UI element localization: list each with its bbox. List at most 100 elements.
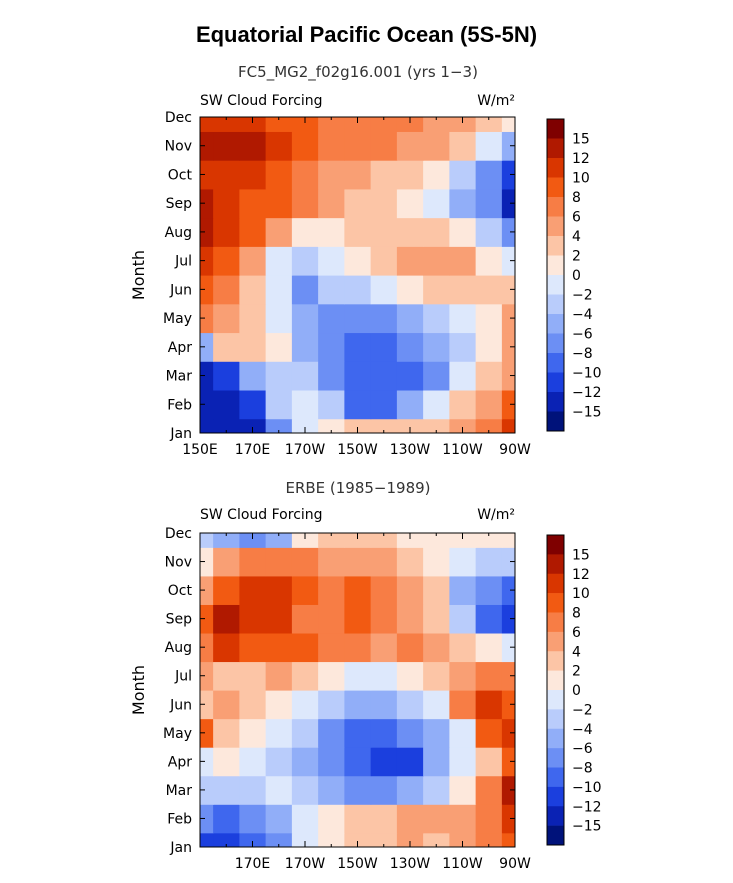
heatmap-cell [475,332,503,362]
heatmap-cell [344,361,372,391]
y-axis-label: Month [129,665,148,715]
heatmap-cell [213,217,240,247]
colorbar-frame [546,534,565,846]
y-tick-label: Jul [174,669,192,685]
heatmap-cell [318,217,345,247]
colorbar-label: −8 [572,761,593,777]
y-ticks: Jan Feb Mar Apr May Jun Jul Aug Sep Oct Nov Dec [163,110,515,442]
y-tick-label: Jul [174,254,192,270]
heatmap-cell [449,690,477,720]
heatmap-cell [501,775,515,805]
heatmap-cell [291,804,319,834]
heatmap-cell [396,690,424,720]
main-title: Equatorial Pacific Ocean (5S-5N) [195,22,538,47]
y-tick-label: May [163,311,192,327]
heatmap-cell [239,160,267,190]
heatmap-cell [200,718,214,748]
heatmap-cell [475,747,503,777]
heatmap-cell [291,246,319,276]
heatmap-cell [239,804,267,834]
heatmap-cell [423,718,450,748]
heatmap-cell [423,690,450,720]
x-tick-label: 130W [390,442,431,458]
heatmap-cell [213,131,240,161]
heatmap-cell [501,217,515,247]
heatmap-cell [344,332,372,362]
heatmap-cell [239,361,267,391]
heatmap-cell [344,575,372,605]
heatmap-cell [213,160,240,190]
heatmap-cell [501,275,515,305]
panel-model: FC5_MG2_f02g16.001 (yrs 1−3) SW Cloud Fo… [129,63,602,458]
heatmap-cell [213,389,240,420]
y-tick-label: Apr [168,754,192,770]
colorbar-swatch [547,767,564,788]
heatmap-cell [213,188,240,219]
heatmap-cell [344,632,372,663]
heatmap-cell [344,804,372,834]
y-tick-label: Dec [165,110,192,126]
heatmap-cell [370,747,398,777]
heatmap-cell [200,690,214,720]
heatmap-cell [291,217,319,247]
heatmap-cell [475,533,503,548]
colorbar-label: −6 [572,741,593,757]
heatmap-cell [291,832,319,847]
heatmap-cell [344,418,372,433]
heatmap-cell [200,188,214,219]
heatmap-cell [200,303,214,334]
colorbar-label: −12 [572,385,602,401]
heatmap-cell [501,718,515,748]
colorbar-label: −15 [572,819,602,835]
colorbar-label: −4 [572,307,593,323]
heatmap-cell [475,275,503,305]
heatmap-cell [423,775,450,805]
heatmap-cell [213,332,240,362]
heatmap-cell [318,775,345,805]
heatmap-cell [449,332,477,362]
heatmap-cell [423,332,450,362]
heatmap-cell [344,661,372,691]
heatmap-cell [370,246,398,276]
heatmap-cell [318,303,345,334]
colorbar-swatch [547,314,564,334]
heatmap-cell [344,533,372,548]
y-axis-label: Month [129,250,148,300]
y-tick-label: Feb [167,397,192,413]
heatmap-cell [370,303,398,334]
heatmap-cell [213,804,240,834]
heatmap-cell [213,246,240,276]
heatmap-cell [370,332,398,362]
heatmap-cell [213,832,240,847]
heatmap-cell [318,575,345,605]
colorbar-swatch [547,535,564,555]
y-tick-label: Oct [168,167,193,183]
heatmap-cell [449,547,477,577]
heatmap-cell [265,632,293,663]
heatmap-cell [239,188,267,219]
colorbar-swatch [547,573,564,594]
heatmap-cell [239,604,267,634]
x-tick-label: 130W [390,856,431,872]
heatmap-cell [423,533,450,548]
colorbar-label: 2 [572,249,581,265]
heatmap-cell [370,217,398,247]
x-tick-label: 150W [337,442,378,458]
heatmap-cell [475,775,503,805]
colorbar-label: −10 [572,780,602,796]
panel-units-label: W/m² [477,93,515,109]
colorbar-swatch [547,670,564,691]
heatmap-cell [239,632,267,663]
heatmap-cell [501,160,515,190]
heatmap-cell [318,131,345,161]
heatmap-cell [265,533,293,548]
heatmap-cell [396,131,424,161]
heatmap-cell [449,632,477,663]
colorbar-label: −6 [572,327,593,343]
heatmap-cell [265,389,293,420]
heatmap-cell [291,160,319,190]
x-ticks: 170E 170W 150W 130W 110W 90W [199,533,531,872]
heatmap-cell [318,418,345,433]
heatmap-cell [239,332,267,362]
